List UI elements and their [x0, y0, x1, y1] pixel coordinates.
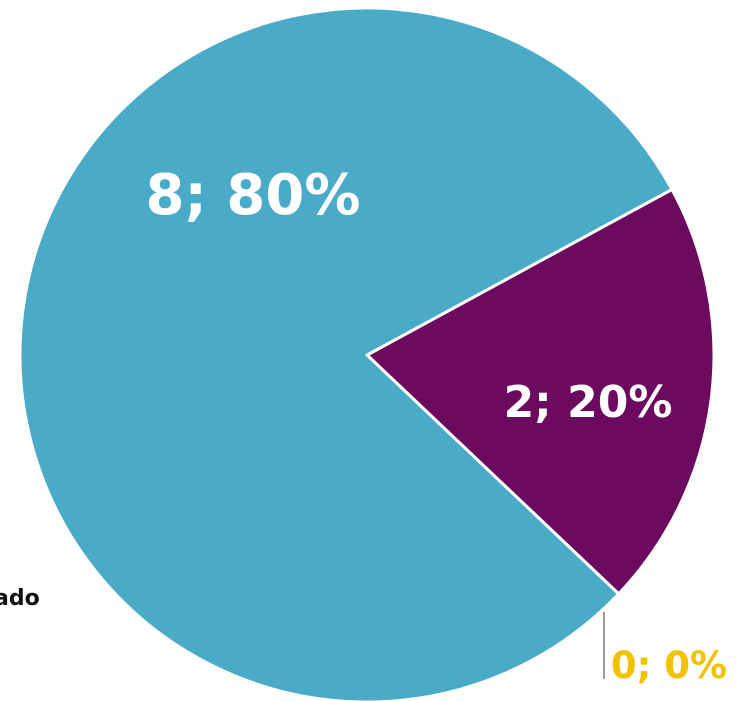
pie-labels: 2; 20% 8; 80% 0; 0%	[146, 163, 728, 687]
pie-slices	[18, 6, 716, 701]
slice-data-label-1: 8; 80%	[146, 163, 361, 228]
pie-slice-1	[18, 6, 674, 701]
slice-data-label-2: 0; 0%	[611, 644, 727, 687]
pie-slice-0	[365, 187, 716, 596]
slice-data-label-0: 2; 20%	[504, 377, 673, 428]
legend-label-partial: ado	[0, 586, 40, 611]
